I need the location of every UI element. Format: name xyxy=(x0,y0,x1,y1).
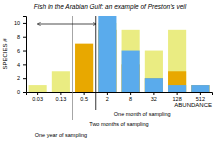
bar xyxy=(122,30,140,92)
y-axis-title: SPECIES # xyxy=(2,38,8,70)
annotation: One year of sampling xyxy=(35,132,87,138)
axis-line xyxy=(27,93,213,96)
tick-label: 32 xyxy=(151,96,157,102)
tick-mark xyxy=(84,92,85,95)
bar xyxy=(52,92,70,93)
tick-mark xyxy=(23,37,26,38)
tick-mark xyxy=(107,92,108,95)
tick: 128 xyxy=(173,92,182,102)
tick: 32 xyxy=(151,92,157,102)
bar xyxy=(145,51,163,92)
tick-mark xyxy=(23,78,26,79)
bar xyxy=(191,85,209,92)
bar-series xyxy=(75,30,209,92)
x-axis: 0.03 0.13 0.5 2 8 32 128 512 xyxy=(27,92,213,102)
bar xyxy=(191,85,209,92)
tick-label: 0.03 xyxy=(32,96,43,102)
tick: 0.5 xyxy=(80,92,88,102)
tick-mark xyxy=(130,92,131,95)
bars xyxy=(29,16,210,92)
axis-line xyxy=(23,17,27,93)
tick-mark xyxy=(23,51,26,52)
bar xyxy=(122,51,140,92)
bar xyxy=(75,44,93,92)
title: Fish in the Arabian Gulf: an example of … xyxy=(34,3,187,11)
bar-series xyxy=(98,16,209,92)
tick-mark xyxy=(177,92,178,95)
tick-label: 0.13 xyxy=(56,96,67,102)
bar xyxy=(29,92,47,93)
annotation: Two months of sampling xyxy=(89,121,148,127)
tick-label: 0 xyxy=(17,89,20,95)
tick: 512 xyxy=(196,92,205,102)
tick: 4 xyxy=(17,62,26,68)
bar xyxy=(168,30,186,92)
bar xyxy=(168,85,186,92)
veil-line xyxy=(72,16,73,120)
tick-label: 10 xyxy=(14,20,20,26)
tick: 2 xyxy=(17,75,26,81)
bar xyxy=(145,78,163,92)
tick-label: 2 xyxy=(106,96,109,102)
tick-mark xyxy=(23,23,26,24)
bar xyxy=(191,85,209,92)
tick: 10 xyxy=(14,20,26,26)
tick-label: 4 xyxy=(17,62,20,68)
y-axis: 0 2 4 6 8 10 xyxy=(14,17,27,96)
x-axis-title: ABUNDANCE xyxy=(174,102,212,108)
tick: 8 xyxy=(17,34,26,40)
bar xyxy=(52,92,70,93)
tick-mark xyxy=(200,92,201,95)
veil-line xyxy=(95,16,96,110)
tick-label: 2 xyxy=(17,75,20,81)
tick-label: 8 xyxy=(129,96,132,102)
bar xyxy=(29,92,47,93)
tick-mark xyxy=(37,92,38,95)
tick-mark xyxy=(60,92,61,95)
tick: 0.03 xyxy=(32,92,43,102)
tick-mark xyxy=(153,92,154,95)
bar xyxy=(145,78,163,92)
veil-arrow xyxy=(38,24,96,25)
tick-label: 6 xyxy=(17,48,20,54)
tick: 6 xyxy=(17,48,26,54)
bar xyxy=(98,16,116,92)
bar-series xyxy=(29,23,210,92)
bar xyxy=(75,92,93,93)
tick-label: 8 xyxy=(17,34,20,40)
chart: 0.03 0.13 0.5 2 8 32 128 512 0 2 4 6 8 10 One month of… xyxy=(0,0,220,146)
bar xyxy=(52,71,70,92)
tick-label: 0.5 xyxy=(80,96,88,102)
tick-mark xyxy=(23,92,26,93)
plot: 0.03 0.13 0.5 2 8 32 128 512 0 2 4 6 8 10 One month of… xyxy=(14,16,213,138)
tick: 2 xyxy=(106,92,109,102)
tick: 0.13 xyxy=(56,92,67,102)
annotation: One month of sampling xyxy=(114,111,171,117)
tick: 8 xyxy=(129,92,132,102)
tick-mark xyxy=(23,64,26,65)
tick: 0 xyxy=(17,89,26,95)
bar xyxy=(168,71,186,92)
bar xyxy=(29,85,47,92)
